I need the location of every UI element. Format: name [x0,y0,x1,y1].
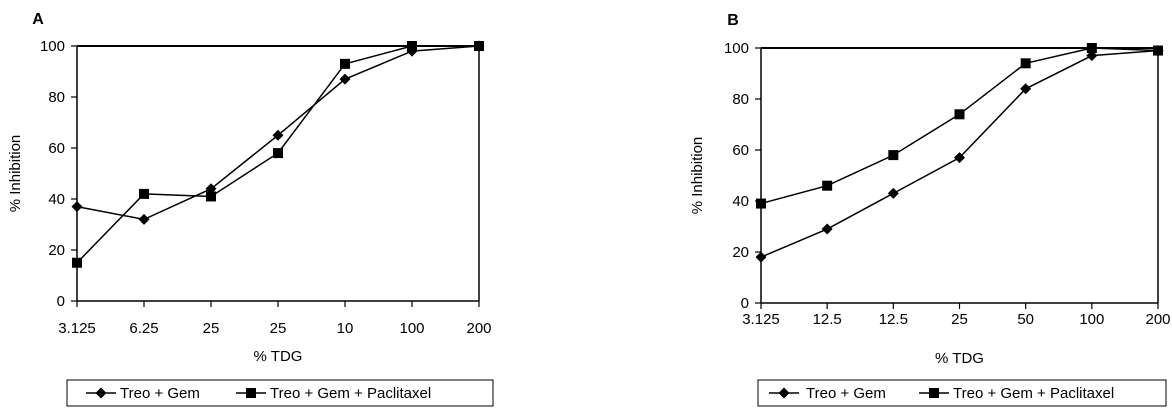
data-point-diamond [755,251,767,263]
data-point-diamond [272,129,284,141]
data-point-diamond [821,223,833,235]
x-tick-label: 10 [337,320,354,337]
data-point-diamond [138,213,150,225]
data-point-square [206,191,216,202]
x-axis-label: % TDG [254,348,303,365]
x-tick-label: 3.125 [58,320,96,337]
data-point-square [756,198,766,209]
legend-marker-square [929,388,939,398]
x-tick-label: 25 [951,311,968,328]
data-point-square [474,41,484,51]
data-point-square [72,257,82,268]
data-point-square [1153,45,1163,56]
y-tick-label: 20 [732,244,749,261]
legend-box [757,379,1167,407]
data-point-diamond [1020,83,1032,95]
data-point-diamond [887,187,899,199]
x-tick-label: 12.5 [813,311,842,328]
x-tick-label: 12.5 [879,311,908,328]
chart-panel-b: B 0 20 40 60 80 100 3.125 12.5 12.5 25 50 100 200 % TD… [689,12,1171,407]
x-tick-label: 25 [270,320,287,337]
panel-label: A [32,11,44,28]
data-point-diamond [954,152,965,164]
data-point-diamond [339,73,351,85]
y-tick-label: 100 [40,38,65,55]
y-tick-label: 60 [732,142,749,159]
data-point-square [822,180,833,191]
y-tick-label: 100 [724,40,749,57]
y-tick-label: 0 [741,295,749,312]
data-point-diamond [71,201,83,213]
legend-marker-diamond [778,387,790,399]
x-tick-label: 200 [1145,311,1170,328]
data-point-square [273,148,283,159]
data-point-square [1020,58,1031,69]
y-tick-label: 40 [732,193,749,210]
y-tick-label: 80 [48,89,65,106]
x-tick-label: 3.125 [742,311,780,328]
y-tick-label: 20 [48,242,65,259]
y-axis-label: % Inhibition [689,137,706,215]
data-point-square [888,150,899,161]
chart-panel-a: A 0 20 40 60 80 100 3.125 6.25 25 25 10 100 200 % TDG%… [7,11,494,407]
data-point-square [407,41,417,51]
data-point-square [1086,43,1097,53]
x-tick-label: 200 [466,320,491,337]
legend-marker-diamond [95,387,107,399]
y-tick-label: 80 [732,91,749,108]
data-point-square [954,109,965,120]
panel-label: B [727,12,739,29]
legend-entry: Treo + Gem [806,385,886,402]
data-point-square [139,188,149,199]
y-tick-label: 40 [48,191,65,208]
y-axis-label: % Inhibition [7,135,24,213]
legend-entry: Treo + Gem [120,385,200,402]
data-point-square [340,58,350,69]
x-axis-label: % TDG [935,350,984,367]
legend-marker-square [246,388,256,398]
legend-box [66,379,494,407]
x-tick-label: 100 [1079,311,1104,328]
x-tick-label: 100 [399,320,424,337]
y-tick-label: 60 [48,140,65,157]
x-tick-label: 50 [1017,311,1034,328]
series-line-square [760,47,1159,205]
legend-entry: Treo + Gem + Paclitaxel [270,385,431,402]
y-tick-label: 0 [57,293,65,310]
x-tick-label: 25 [203,320,220,337]
legend-entry: Treo + Gem + Paclitaxel [953,385,1114,402]
x-tick-label: 6.25 [129,320,158,337]
